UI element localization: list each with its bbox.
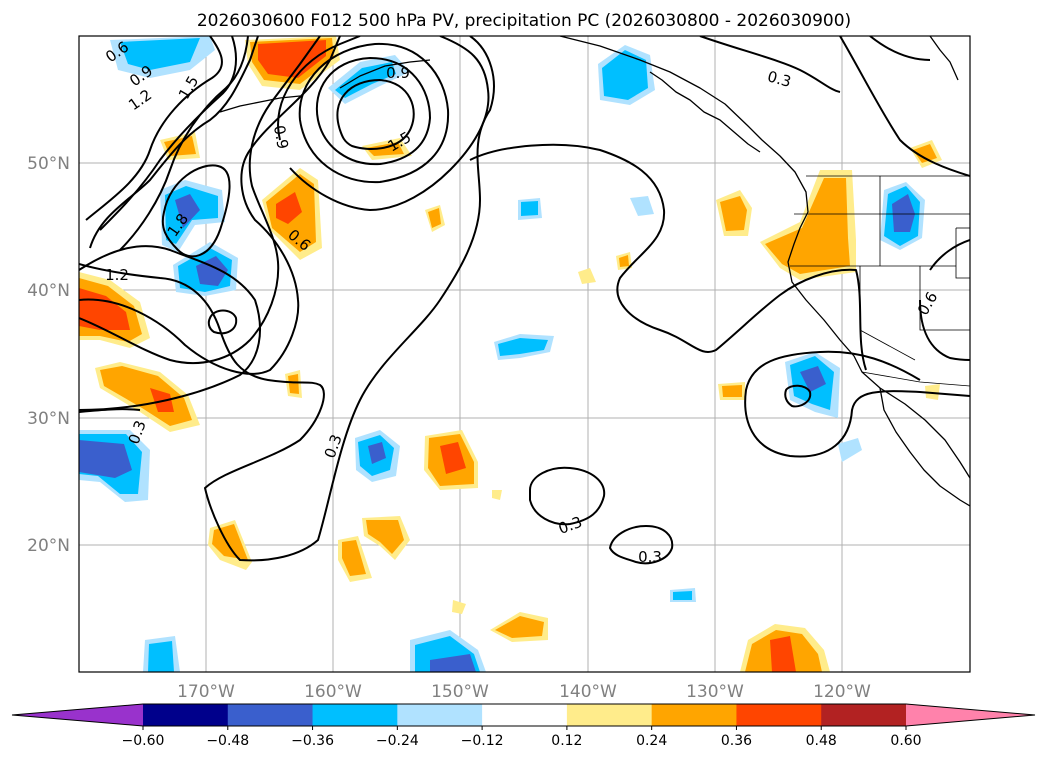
colorbar-segment bbox=[651, 704, 737, 726]
colorbar-tick-label: −0.36 bbox=[291, 733, 334, 749]
positive-anomaly-area bbox=[716, 190, 752, 236]
lat-label: 40°N bbox=[27, 281, 70, 301]
lon-label: 150°W bbox=[431, 682, 489, 702]
negative-anomaly-area bbox=[143, 630, 486, 672]
colorbar-tick-label: 0.48 bbox=[806, 733, 837, 749]
pv-contours bbox=[79, 36, 970, 565]
lat-label: 50°N bbox=[27, 154, 70, 174]
lon-label: 170°W bbox=[177, 682, 235, 702]
contour-label: 0.3 bbox=[765, 67, 793, 91]
figure-title: 2026030600 F012 500 hPa PV, precipitatio… bbox=[197, 11, 851, 31]
negative-anomaly-area bbox=[79, 430, 150, 502]
positive-anomaly-area bbox=[262, 168, 322, 260]
colorbar-segment bbox=[397, 704, 483, 726]
negative-anomaly-area bbox=[518, 196, 654, 220]
colorbar-tick-label: 0.24 bbox=[636, 733, 667, 749]
contour-label: 0.9 bbox=[386, 64, 410, 82]
positive-anomaly-area bbox=[424, 430, 478, 490]
colorbar-tick-label: −0.24 bbox=[376, 733, 419, 749]
positive-anomaly-area bbox=[740, 624, 830, 672]
colorbar-tick-label: 0.36 bbox=[721, 733, 752, 749]
map-frame bbox=[78, 35, 971, 673]
colorbar-segment bbox=[566, 704, 653, 726]
colorbar-tick-label: 0.60 bbox=[890, 733, 921, 749]
colorbar-tick-label: −0.60 bbox=[122, 733, 165, 749]
positive-anomaly-area bbox=[245, 36, 340, 90]
negative-anomaly-area bbox=[670, 438, 862, 602]
colorbar-segment bbox=[736, 704, 822, 726]
colorbar-tick-label: −0.12 bbox=[461, 733, 504, 749]
negative-anomaly-area bbox=[880, 182, 925, 250]
positive-anomaly-area bbox=[452, 490, 548, 642]
colorbar-segment bbox=[312, 704, 398, 726]
colorbar-extend-min bbox=[12, 704, 143, 726]
lat-label: 30°N bbox=[27, 409, 70, 429]
negative-anomaly-area bbox=[110, 36, 215, 78]
contour-label: 0.9 bbox=[270, 124, 292, 151]
colorbar-segment bbox=[482, 704, 568, 726]
colorbar-segment bbox=[143, 704, 229, 726]
lat-label: 20°N bbox=[27, 536, 70, 556]
latitude-labels: 50°N 40°N 30°N 20°N bbox=[27, 154, 70, 556]
positive-anomaly-area bbox=[79, 272, 150, 348]
lon-label: 140°W bbox=[559, 682, 617, 702]
coastline bbox=[219, 36, 970, 507]
negative-anomaly-area bbox=[355, 430, 400, 482]
colorbar-tick-label: 0.12 bbox=[551, 733, 582, 749]
positive-anomaly-area bbox=[578, 140, 942, 284]
positive-anomaly-area bbox=[425, 205, 445, 232]
precipitation-shading bbox=[79, 36, 942, 672]
negative-anomaly-area bbox=[494, 334, 554, 360]
negative-anomaly-area bbox=[785, 352, 840, 418]
lon-label: 130°W bbox=[686, 682, 744, 702]
state-borders bbox=[790, 175, 970, 387]
negative-anomaly-area bbox=[160, 180, 225, 252]
lon-label: 120°W bbox=[813, 682, 871, 702]
colorbar-tick-label: −0.48 bbox=[206, 733, 249, 749]
positive-anomaly-area bbox=[760, 170, 856, 280]
colorbar-extend-max bbox=[906, 704, 1035, 726]
contour-label: 1.2 bbox=[105, 266, 129, 284]
colorbar-segment bbox=[821, 704, 907, 726]
contour-label: 0.3 bbox=[638, 548, 662, 566]
longitude-labels: 170°W 160°W 150°W 140°W 130°W 120°W bbox=[177, 682, 871, 702]
colorbar-segment bbox=[227, 704, 314, 726]
positive-anomaly-area bbox=[95, 362, 200, 432]
lon-label: 160°W bbox=[304, 682, 362, 702]
colorbar: −0.60 −0.48 −0.36 −0.24 −0.12 0.12 0.24 0.36 0.4… bbox=[11, 703, 1036, 749]
